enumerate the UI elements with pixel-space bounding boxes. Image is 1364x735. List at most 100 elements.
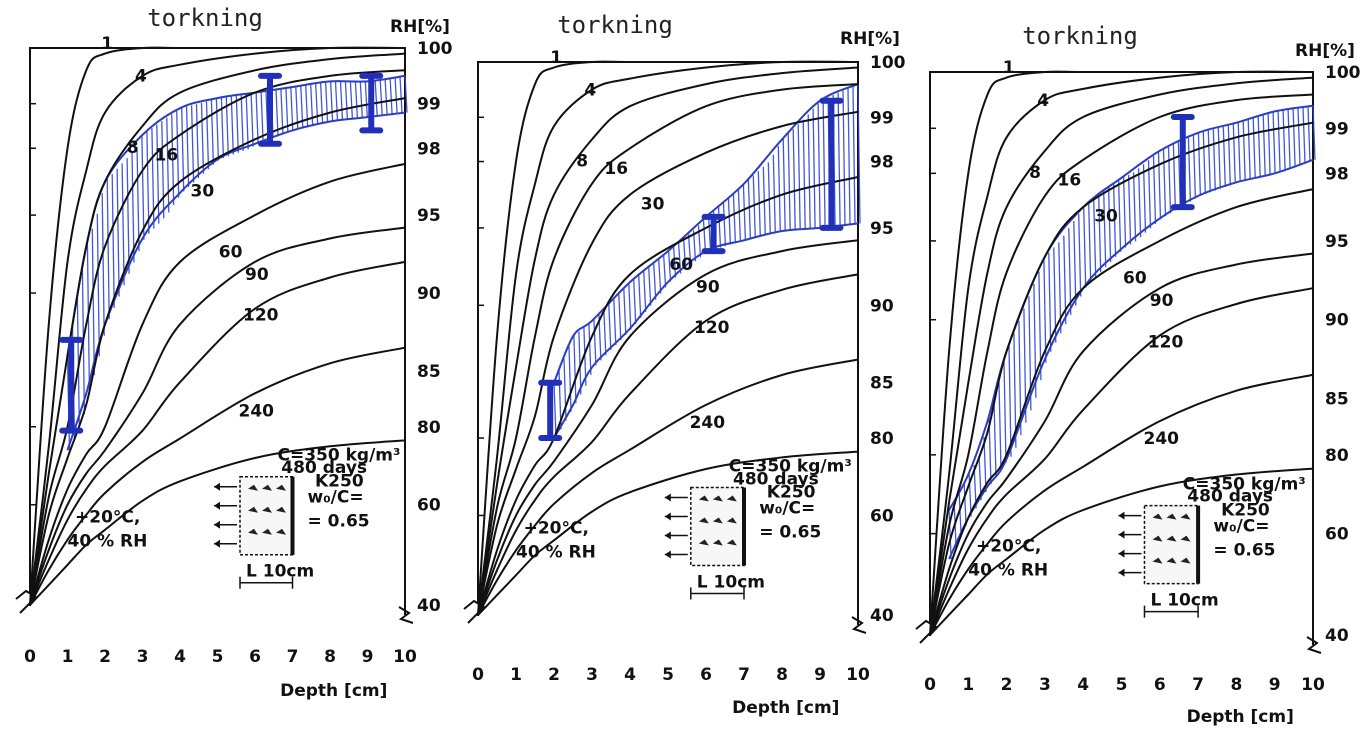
curve-16 <box>929 93 1314 636</box>
band-hatch-line <box>324 82 329 123</box>
band-hatch-line <box>1137 168 1142 238</box>
band-hatch-line <box>1127 174 1132 245</box>
band-hatch-line <box>1103 191 1107 268</box>
y-tick-label: 98 <box>870 153 894 173</box>
y-tick-label: 80 <box>870 429 894 449</box>
band-hatch-line <box>146 131 150 234</box>
error-bar <box>359 72 384 134</box>
band-hatch-line <box>837 92 841 226</box>
band-hatch-line <box>1043 259 1047 363</box>
band-hatch-line <box>1048 252 1052 352</box>
band-hatch-line <box>852 86 856 225</box>
curve-label: 30 <box>191 181 215 201</box>
band-hatch-line <box>707 214 712 251</box>
curve-label: 16 <box>1058 171 1082 191</box>
x-tick-label: 0 <box>472 665 484 685</box>
axis-break-left <box>463 599 486 624</box>
axis-break-right <box>1306 636 1322 654</box>
band-hatch-line <box>573 335 577 404</box>
aggregate-mark <box>726 517 737 524</box>
band-hatch-line <box>121 163 125 286</box>
band-hatch-line <box>1098 195 1102 273</box>
y-tick-label: 85 <box>1325 390 1349 410</box>
x-tick-label: 6 <box>249 647 261 667</box>
band-hatch-line <box>742 184 747 241</box>
band-hatch-line <box>1003 361 1007 463</box>
length-label: L 10cm <box>1150 591 1218 611</box>
aggregate-mark <box>262 528 272 535</box>
band-hatch-line <box>334 81 339 121</box>
band-hatch-line <box>998 382 1002 470</box>
band-hatch-line <box>1217 127 1221 189</box>
band-hatch-line <box>1083 206 1087 288</box>
aggregate-mark <box>1152 535 1163 542</box>
band-hatch-line <box>344 81 349 120</box>
band-hatch-line <box>220 97 225 159</box>
moisture-arrowhead <box>214 539 220 548</box>
curve-240 <box>29 346 406 606</box>
band-hatch-line <box>1222 126 1226 188</box>
curve-label: 120 <box>1148 333 1184 353</box>
moisture-arrowhead <box>1118 549 1125 558</box>
band-hatch-line <box>1162 149 1167 217</box>
curve-label: 60 <box>219 243 243 263</box>
y-tick-label: 90 <box>1325 311 1349 331</box>
band-hatch-line <box>354 81 359 119</box>
y-tick-label: 95 <box>417 206 441 226</box>
x-tick-label: 7 <box>738 665 750 685</box>
aggregate-mark <box>1166 513 1177 520</box>
band-hatch-line <box>171 114 175 206</box>
band-hatch-line <box>126 158 130 274</box>
chart-title: torkning <box>557 11 673 39</box>
x-tick-label: 8 <box>776 665 788 685</box>
concrete-grade-label: K250 <box>1221 501 1270 521</box>
band-lower-edge <box>948 158 1314 560</box>
band-hatch-line <box>807 114 811 229</box>
water-cement-ratio-value: = 0.65 <box>759 522 821 542</box>
water-cement-ratio-value: = 0.65 <box>308 512 370 532</box>
curve-label: 1 <box>101 34 113 54</box>
error-bar <box>701 213 726 255</box>
y-axis-label: RH[%] <box>390 17 450 37</box>
curve-30 <box>29 97 406 606</box>
band-hatch-line <box>111 173 115 308</box>
band-hatch-line <box>1242 120 1246 181</box>
curve-label: 60 <box>669 255 693 275</box>
aggregate-mark <box>698 495 709 502</box>
curve-120 <box>477 273 859 616</box>
band-hatch-line <box>161 121 165 219</box>
x-tick-label: 1 <box>62 647 74 667</box>
aggregate-mark <box>726 539 737 546</box>
band-hatch-line <box>747 179 752 240</box>
band-hatch-line <box>1117 179 1122 252</box>
band-hatch-line <box>394 77 398 114</box>
band-hatch-line <box>777 145 781 232</box>
y-tick-label: 40 <box>417 596 441 616</box>
band-hatch-line <box>255 92 259 144</box>
temperature-label: +20°C, <box>976 537 1041 557</box>
x-tick-label: 4 <box>174 647 186 667</box>
band-hatch-line <box>563 358 567 421</box>
band-hatch-line <box>948 509 952 560</box>
y-tick-label: 90 <box>417 284 441 304</box>
band-hatch-line <box>603 308 607 356</box>
band-hatch-line <box>692 230 697 262</box>
measured-rh-band <box>948 104 1316 560</box>
band-hatch-line <box>1267 113 1271 175</box>
band-hatch-line <box>329 81 334 122</box>
band-hatch-line <box>131 152 135 263</box>
band-hatch-line <box>993 401 997 477</box>
measured-rh-band <box>66 74 408 451</box>
x-tick-label: 3 <box>1039 675 1051 695</box>
aggregate-mark <box>1180 535 1191 542</box>
band-hatch-line <box>568 346 572 412</box>
band-upper-edge <box>553 83 859 384</box>
band-hatch-line <box>305 84 309 128</box>
cement-content-label: C=350 kg/m³ <box>278 446 401 466</box>
band-hatch-line <box>802 119 806 230</box>
moisture-arrowhead <box>1118 530 1125 539</box>
band-hatch-line <box>1107 187 1112 263</box>
band-hatch-line <box>638 274 642 318</box>
band-hatch-line <box>628 283 632 330</box>
curve-label: 4 <box>584 80 596 100</box>
